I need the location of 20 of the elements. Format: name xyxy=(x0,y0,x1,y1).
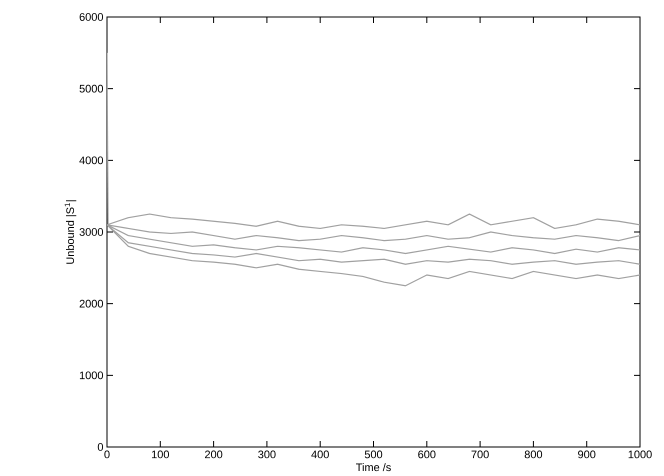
y-tick-label: 1000 xyxy=(80,371,104,380)
x-tick-label: 400 xyxy=(311,450,329,458)
y-tick-label: 3000 xyxy=(80,228,104,236)
x-tick-label: 900 xyxy=(578,450,596,458)
x-tick-label: 700 xyxy=(472,450,489,458)
y-tick-label: 6000 xyxy=(80,13,104,21)
y-tick-label: 0 xyxy=(98,443,104,451)
x-tick-label: 800 xyxy=(524,450,542,458)
x-tick-label: 300 xyxy=(258,450,276,458)
x-tick-label: 500 xyxy=(364,450,382,458)
x-tick-label: 100 xyxy=(152,450,169,458)
x-tick-label: 1000 xyxy=(628,450,652,458)
y-tick-label: 4000 xyxy=(79,156,104,164)
y-tick-label: 5000 xyxy=(80,84,104,93)
x-tick-label: 200 xyxy=(205,450,222,458)
x-axis-title: Time /s xyxy=(356,463,391,472)
y-tick-label: 2000 xyxy=(80,300,104,308)
y-axis-title: Unbound |S$^{1}$| xyxy=(64,200,76,264)
x-tick-label: 0 xyxy=(104,450,110,458)
x-tick-label: 600 xyxy=(418,450,436,458)
